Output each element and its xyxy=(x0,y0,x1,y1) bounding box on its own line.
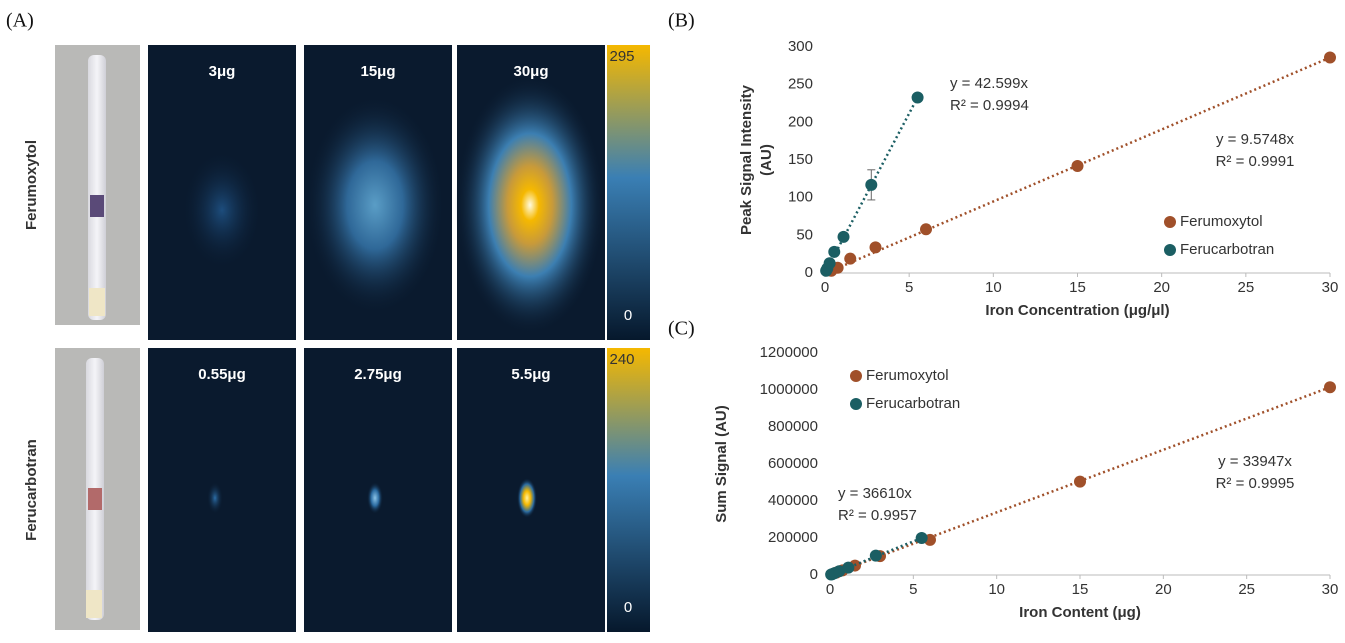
sample xyxy=(88,488,102,510)
point xyxy=(920,223,932,236)
row-label: Ferucarbotran xyxy=(23,439,40,541)
y-tick-label: 150 xyxy=(788,151,813,168)
signal xyxy=(367,482,383,514)
point xyxy=(911,91,924,104)
y-tick-label: 50 xyxy=(796,226,813,243)
colorbar-min: 0 xyxy=(624,307,632,324)
cap xyxy=(86,590,102,618)
heatmaps xyxy=(148,45,650,632)
legend-marker xyxy=(850,398,862,410)
y-tick-label: 200000 xyxy=(768,529,818,546)
x-axis-label: Iron Concentration (μg/μl) xyxy=(985,302,1169,319)
y-tick-label: 0 xyxy=(810,566,818,583)
y-axis-label: Peak Signal Intensity xyxy=(738,84,755,235)
legend-label: Ferucarbotran xyxy=(1180,241,1274,258)
point xyxy=(823,257,836,270)
annotation: y = 9.5748x xyxy=(1216,131,1294,148)
y-tick-label: 0 xyxy=(805,264,813,281)
annotation: y = 42.599x xyxy=(950,75,1028,92)
point xyxy=(1074,475,1086,488)
image-label: 2.75μg xyxy=(354,366,402,383)
annotation: R² = 0.9995 xyxy=(1216,475,1295,492)
x-tick-label: 30 xyxy=(1322,279,1339,296)
x-tick-label: 5 xyxy=(909,581,917,598)
annotation: y = 33947x xyxy=(1218,453,1292,470)
x-tick-label: 10 xyxy=(985,279,1002,296)
y-tick-label: 1200000 xyxy=(760,344,818,361)
legend-label: Ferumoxytol xyxy=(1180,213,1263,230)
colorbar xyxy=(607,348,650,632)
point xyxy=(837,230,850,243)
tube xyxy=(88,55,106,320)
y-tick-label: 800000 xyxy=(768,418,818,435)
panel-label: (C) xyxy=(668,318,695,340)
colorbar-min: 0 xyxy=(624,599,632,616)
point xyxy=(869,241,882,254)
point xyxy=(828,245,841,258)
legend-label: Ferucarbotran xyxy=(866,395,960,412)
point xyxy=(1324,381,1336,394)
panel-a xyxy=(55,45,650,632)
sample xyxy=(90,195,104,217)
image-label: 3μg xyxy=(209,63,236,80)
x-tick-label: 15 xyxy=(1072,581,1089,598)
y-tick-label: 400000 xyxy=(768,492,818,509)
annotation: R² = 0.9991 xyxy=(1216,153,1295,170)
panel-label: (B) xyxy=(668,10,695,32)
point xyxy=(1071,160,1084,173)
point xyxy=(1324,51,1336,64)
legend-label: Ferumoxytol xyxy=(866,367,949,384)
point xyxy=(865,178,878,191)
colorbar xyxy=(607,45,650,340)
x-tick-label: 0 xyxy=(826,581,834,598)
x-tick-label: 25 xyxy=(1238,581,1255,598)
annotation: R² = 0.9994 xyxy=(950,97,1029,114)
x-tick-label: 20 xyxy=(1153,279,1170,296)
colorbar-max: 240 xyxy=(609,351,634,368)
point xyxy=(869,549,882,562)
y-tick-label: 300 xyxy=(788,38,813,55)
image-label: 30μg xyxy=(513,63,548,80)
image-label: 0.55μg xyxy=(198,366,246,383)
legend-marker xyxy=(850,370,862,382)
y-tick-label: 250 xyxy=(788,76,813,93)
x-tick-label: 30 xyxy=(1322,581,1339,598)
signal xyxy=(517,478,537,518)
annotation: R² = 0.9957 xyxy=(838,507,917,524)
legend-marker xyxy=(1164,244,1176,256)
y-axis-label: (AU) xyxy=(758,144,775,176)
annotation: y = 36610x xyxy=(838,485,912,502)
x-tick-label: 10 xyxy=(988,581,1005,598)
x-tick-label: 25 xyxy=(1237,279,1254,296)
panel-label: (A) xyxy=(6,10,34,32)
y-tick-label: 1000000 xyxy=(760,381,818,398)
signal xyxy=(182,150,262,270)
y-tick-label: 600000 xyxy=(768,455,818,472)
point xyxy=(844,252,857,265)
signal xyxy=(207,482,223,514)
point xyxy=(833,565,846,578)
colorbar-max: 295 xyxy=(609,48,634,65)
y-tick-label: 100 xyxy=(788,189,813,206)
image-label: 5.5μg xyxy=(511,366,550,383)
point xyxy=(842,561,855,574)
x-axis-label: Iron Content (μg) xyxy=(1019,604,1141,621)
x-tick-label: 5 xyxy=(905,279,913,296)
signal xyxy=(455,75,605,335)
y-axis-label: Sum Signal (AU) xyxy=(713,405,730,523)
signal xyxy=(305,95,445,315)
legend-marker xyxy=(1164,216,1176,228)
y-tick-label: 200 xyxy=(788,113,813,130)
x-tick-label: 15 xyxy=(1069,279,1086,296)
cap xyxy=(89,288,105,316)
heatmap xyxy=(148,348,296,632)
image-label: 15μg xyxy=(360,63,395,80)
point xyxy=(915,532,928,544)
x-tick-label: 0 xyxy=(821,279,829,296)
row-label: Ferumoxytol xyxy=(23,140,40,230)
x-tick-label: 20 xyxy=(1155,581,1172,598)
